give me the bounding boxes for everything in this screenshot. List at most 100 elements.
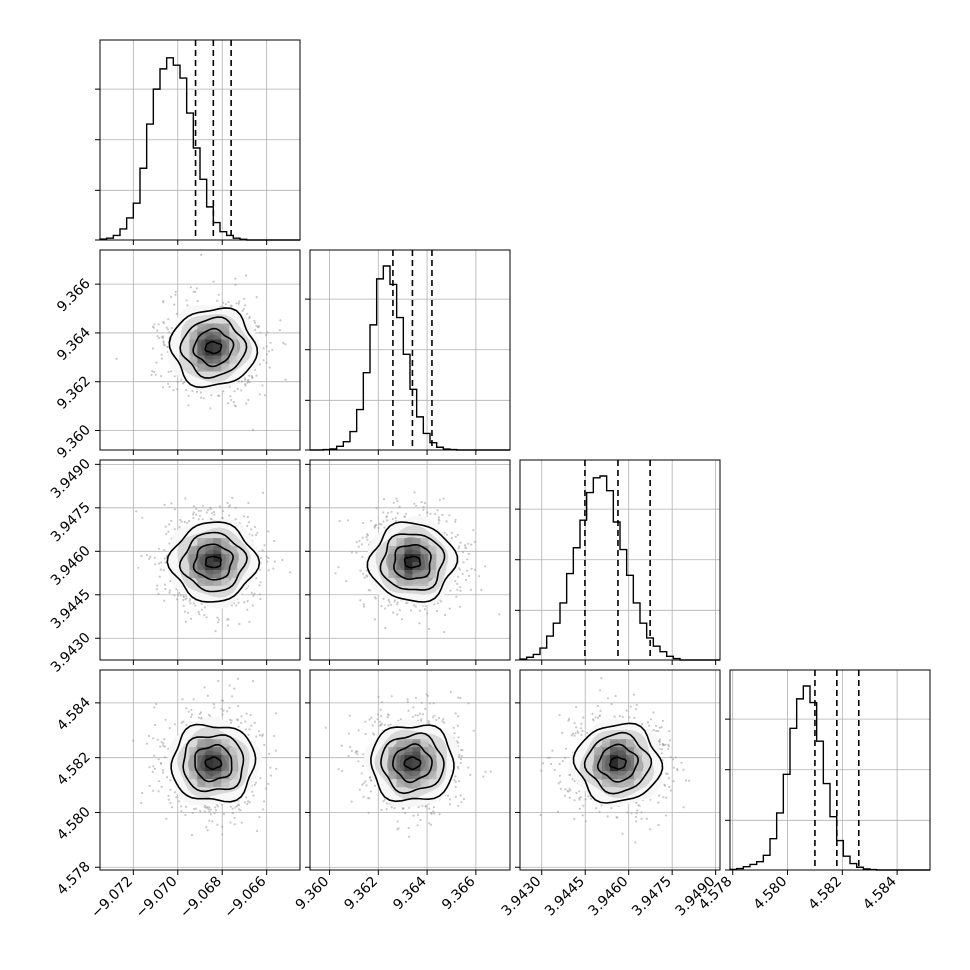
sample-point	[253, 592, 256, 595]
sample-point	[226, 710, 229, 713]
density-contour	[366, 521, 459, 603]
density-cell	[221, 755, 230, 764]
sample-point	[596, 704, 600, 708]
sample-point	[448, 607, 451, 610]
sample-point	[151, 770, 154, 774]
sample-point	[247, 733, 250, 737]
density-contour	[168, 307, 259, 389]
sample-point	[180, 721, 183, 724]
sample-point	[470, 567, 473, 571]
density-cell	[617, 779, 626, 788]
sample-point	[154, 373, 157, 376]
sample-point	[258, 363, 261, 366]
sample-point	[245, 712, 248, 715]
sample-point	[169, 295, 173, 298]
sample-point	[172, 389, 175, 392]
density-cell	[625, 739, 634, 748]
sample-point	[235, 302, 238, 305]
density-cell	[420, 554, 429, 563]
sample-point	[382, 520, 385, 523]
sample-point	[349, 745, 352, 749]
sample-point	[164, 756, 167, 759]
sample-point	[174, 791, 177, 794]
density-cell	[420, 779, 429, 788]
density-content	[324, 690, 492, 838]
sample-point	[657, 729, 660, 733]
sample-point	[266, 331, 269, 334]
density-cell	[229, 755, 238, 764]
sample-point	[228, 504, 231, 507]
sample-point	[658, 726, 662, 729]
density-cell	[205, 570, 214, 579]
sample-point	[176, 388, 179, 391]
sample-point	[626, 811, 629, 814]
y-tick-label: 4.582	[54, 749, 94, 789]
sample-point	[191, 811, 194, 815]
sample-point	[216, 823, 219, 826]
sample-point	[377, 526, 380, 530]
sample-point	[665, 796, 668, 799]
sample-point	[448, 803, 452, 806]
sample-point	[205, 511, 208, 514]
sample-point	[262, 808, 265, 811]
sample-point	[269, 766, 272, 769]
sample-point	[200, 253, 203, 256]
sample-point	[369, 589, 372, 592]
density-cell	[205, 578, 214, 587]
sample-point	[390, 510, 393, 513]
sample-point	[148, 784, 151, 788]
panel-frame	[99, 39, 301, 241]
density-cell	[404, 747, 413, 756]
density-panel-p1-p4: −9.072−9.070−9.068−9.066 4.578 4.580 4.582 4…	[54, 669, 301, 921]
sample-point	[213, 513, 216, 516]
sample-point	[664, 743, 667, 746]
sample-point	[197, 509, 200, 512]
sample-point	[233, 390, 236, 393]
sample-point	[236, 718, 239, 721]
density-cell	[229, 347, 238, 356]
sample-point	[234, 518, 237, 521]
sample-point	[248, 381, 251, 384]
sample-point	[185, 805, 188, 808]
sample-point	[192, 505, 195, 508]
sample-point	[155, 588, 158, 591]
sample-point	[350, 551, 353, 554]
sample-point	[581, 814, 584, 817]
sample-point	[141, 791, 144, 795]
density-contour	[596, 743, 640, 783]
sample-point	[203, 810, 206, 813]
sample-point	[355, 551, 358, 554]
sample-point	[433, 812, 436, 815]
density-cell	[428, 755, 437, 764]
density-cell	[412, 779, 421, 788]
sample-point	[186, 611, 190, 614]
density-cell	[420, 578, 429, 587]
density-cell	[428, 771, 437, 780]
sample-point	[187, 404, 190, 407]
sample-point	[456, 724, 459, 727]
sample-point	[361, 536, 364, 539]
sample-point	[226, 501, 229, 505]
sample-point	[571, 778, 574, 781]
sample-point	[279, 319, 282, 322]
sample-point	[423, 608, 426, 611]
density-cell	[388, 554, 397, 563]
sample-point	[157, 337, 161, 340]
sample-point	[358, 788, 361, 791]
sample-point	[456, 582, 459, 586]
sample-point	[464, 578, 468, 582]
density-contour	[204, 555, 222, 569]
sample-point	[649, 828, 652, 831]
hist-panel-p2	[305, 249, 511, 455]
sample-point	[161, 386, 165, 389]
sample-point	[414, 605, 417, 608]
density-cell	[213, 363, 222, 372]
sample-point	[149, 555, 152, 559]
sample-point	[151, 370, 154, 373]
sample-point	[369, 519, 373, 522]
sample-point	[373, 784, 377, 787]
y-tick-label: 3.9490	[48, 456, 94, 502]
sample-point	[539, 813, 542, 817]
sample-point	[450, 531, 453, 534]
sample-point	[420, 501, 423, 504]
